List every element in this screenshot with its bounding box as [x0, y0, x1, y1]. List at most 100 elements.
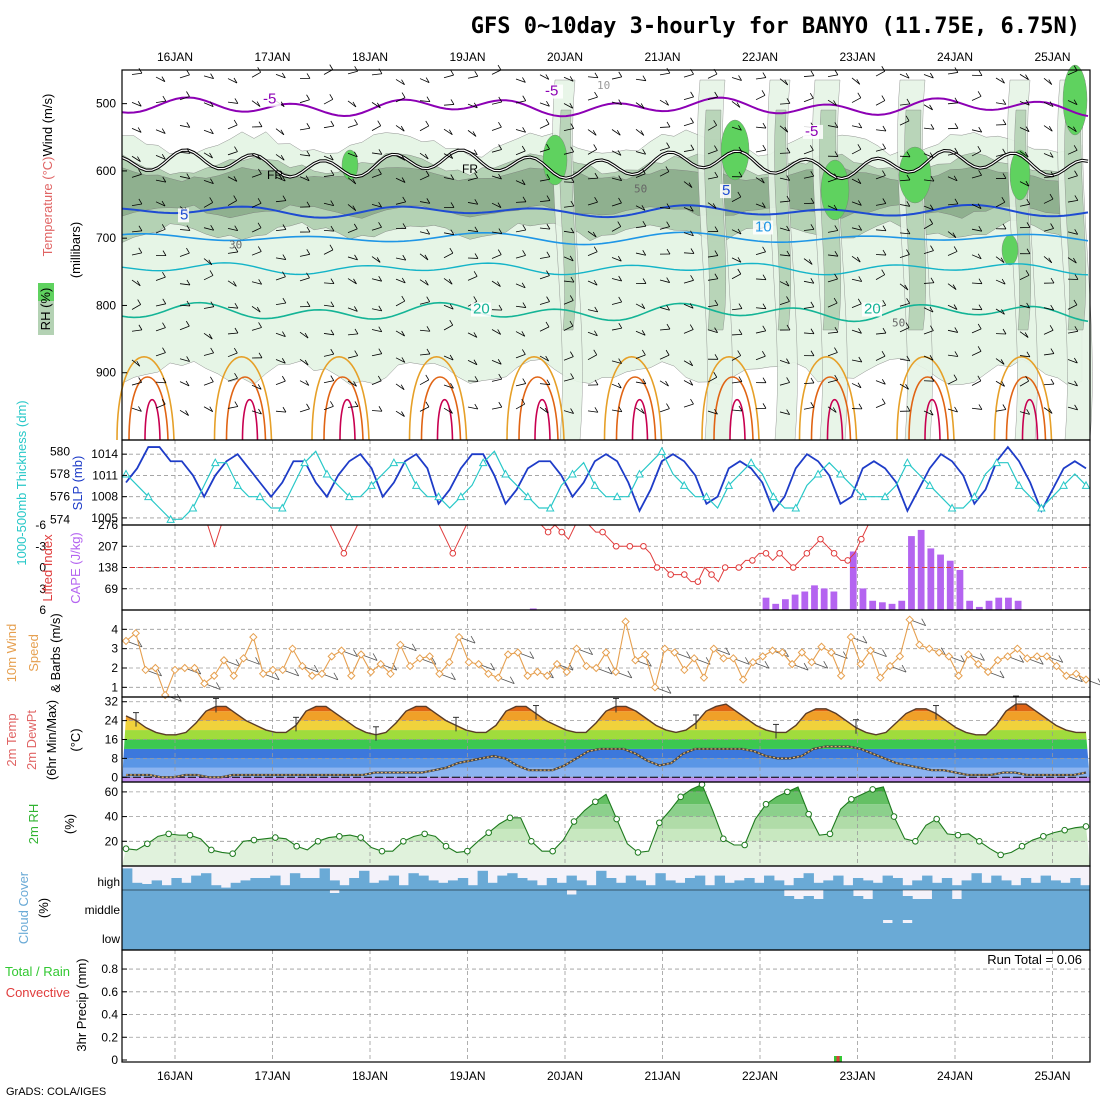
cloud-bar-low — [813, 920, 824, 950]
wind-speed-marker — [347, 671, 356, 680]
wind-barb — [1043, 329, 1054, 335]
wind-barb-flag — [786, 324, 791, 331]
cloud-bar-high — [122, 868, 133, 890]
wind-speed-marker — [846, 632, 856, 642]
wind-barb — [755, 203, 766, 208]
cloud-bar-middle — [378, 890, 390, 920]
cloud-bar-high — [843, 885, 854, 890]
wind-speed-marker — [278, 665, 287, 675]
wind-barb-flag — [810, 377, 815, 384]
cloud-bar-high — [655, 873, 666, 890]
wind-barb-flag — [280, 155, 285, 161]
wind-barb-flag — [497, 64, 502, 71]
wind-speed-marker — [503, 650, 513, 659]
wind-speed-marker — [396, 640, 405, 650]
wind-barb — [995, 201, 1006, 208]
rh-marker — [506, 814, 514, 822]
wind-barb — [659, 99, 669, 106]
cloud-bar-high — [230, 882, 242, 890]
thickness-marker — [255, 492, 265, 501]
wind-barb — [155, 201, 166, 207]
wind-barb — [443, 232, 454, 236]
cloud-bar-low — [754, 920, 765, 950]
wind-barb — [635, 173, 646, 178]
wind-barb-flag — [905, 322, 910, 328]
temp-contour-diurnal — [826, 398, 844, 441]
wind-barb — [635, 225, 646, 229]
cloud-bar-low — [220, 920, 232, 950]
wind-barb-flag — [497, 359, 502, 365]
wind-barb — [923, 74, 934, 79]
wind-barb — [155, 179, 166, 183]
wind-barb — [755, 251, 766, 256]
wind-barb-flag — [401, 155, 406, 161]
precip-tick-label: 0.6 — [101, 985, 118, 999]
wind-barb — [251, 281, 262, 285]
wind-barb-flag — [522, 95, 527, 101]
wind-speed-marker — [327, 652, 336, 661]
wind-barb-flag — [378, 222, 382, 228]
wind-barb-flag — [641, 168, 646, 174]
wind-barb-flag — [618, 71, 623, 78]
wind-barb — [803, 228, 814, 231]
cloud-bar-low — [852, 920, 864, 950]
thickness-marker — [903, 458, 912, 467]
wind-barb-flag — [1050, 378, 1055, 385]
wind-barb — [563, 256, 574, 262]
thickness-marker — [478, 458, 488, 467]
wind-barb-flag — [929, 355, 934, 361]
thickness-tick-label: 580 — [50, 444, 70, 458]
rh-marker — [122, 845, 130, 853]
cloud-bar-high — [576, 880, 587, 890]
wind-barb-flag — [689, 380, 694, 386]
wind-speed-marker — [1013, 644, 1022, 653]
cloud-bar-high — [309, 878, 321, 890]
wind-barb — [347, 380, 357, 387]
wind-barb — [587, 129, 597, 136]
wind-barb-flag — [737, 228, 742, 235]
wind-barb-flag — [738, 376, 743, 382]
wind-barb-10m-flag — [940, 647, 946, 655]
wind-barb — [875, 355, 886, 361]
wind-speed-marker — [562, 667, 572, 677]
lifted-index-marker — [803, 550, 811, 557]
wind-barb — [155, 155, 166, 160]
cloud-bar-middle — [971, 890, 982, 920]
slp-tick-label: 1005 — [91, 511, 118, 525]
wind-barb — [443, 278, 453, 285]
wind-barb — [275, 200, 286, 203]
wind-barb-flag — [882, 225, 887, 231]
rh-tick-label: 40 — [105, 810, 119, 824]
wind-barb-flag — [857, 92, 862, 99]
wind-barb — [611, 278, 622, 282]
cross-ylabel-pressure: (millibars) — [68, 222, 83, 278]
wind-barb — [131, 155, 141, 162]
cloud-bar-middle — [576, 890, 587, 920]
wind-barb-flag — [738, 171, 743, 178]
cloud-bar-low — [625, 920, 637, 950]
wind-barb-flag — [136, 280, 141, 286]
wind-barb — [227, 176, 238, 182]
wind-barb-flag — [1049, 193, 1054, 200]
wind-barb — [1067, 70, 1078, 76]
wind-barb-flag — [666, 305, 670, 311]
wind-barb-flag — [761, 90, 766, 96]
wind-barb — [299, 253, 310, 257]
wind-barb — [347, 256, 358, 261]
wind-barb-flag — [977, 253, 982, 260]
wind-barb — [995, 102, 1006, 105]
cape-tick-label: 276 — [98, 518, 118, 532]
wind-barb-flag — [473, 102, 478, 109]
wind-barb — [539, 301, 550, 305]
cloud-bar-middle — [270, 890, 281, 920]
ylabel-part: 1000-500mb Thickness (dm) — [14, 400, 29, 565]
temp-contour-diurnal — [339, 398, 356, 441]
wind-barb-flag — [521, 282, 526, 289]
wind-speed-marker — [974, 659, 983, 669]
cloud-bar-high — [961, 880, 972, 890]
thickness-marker — [456, 492, 466, 501]
wind-barb-flag — [786, 296, 790, 302]
wind-barb-flag — [569, 103, 574, 109]
cape-ylabel: CAPE (J/kg) — [68, 532, 83, 604]
wind-barb-flag — [1074, 380, 1078, 387]
